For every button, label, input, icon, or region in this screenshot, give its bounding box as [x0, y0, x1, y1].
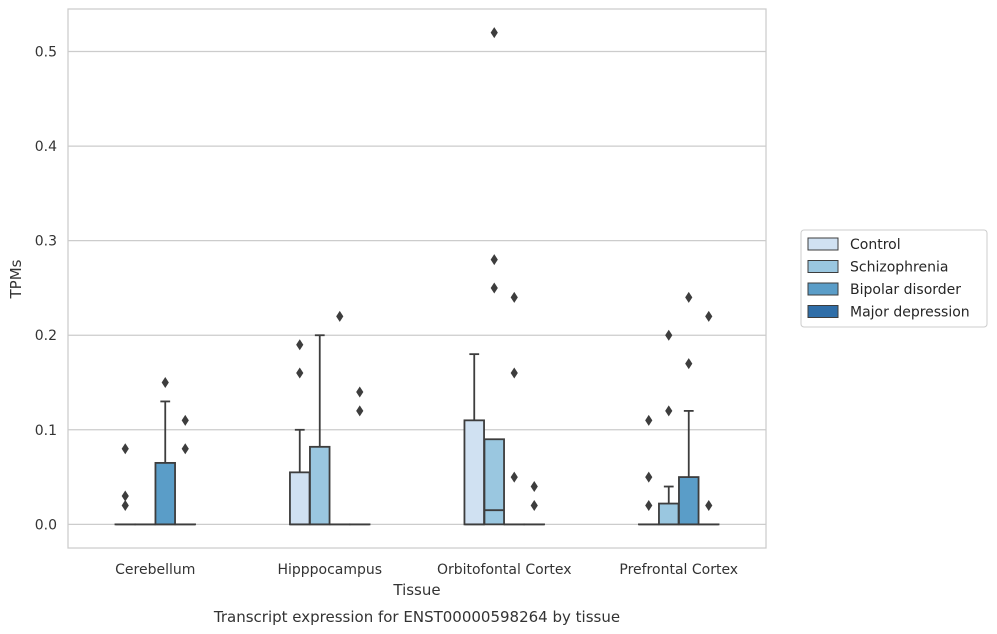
outlier-point	[490, 254, 498, 266]
box-group	[503, 291, 525, 526]
box-group	[309, 334, 331, 526]
plot-frame	[67, 8, 767, 549]
box-plot-area	[114, 27, 720, 526]
box-group	[698, 310, 720, 526]
outlier-point	[645, 499, 653, 511]
box	[678, 476, 700, 526]
outlier-point	[121, 490, 129, 502]
outlier-point	[121, 499, 129, 511]
legend-swatch	[807, 237, 839, 251]
box-group	[658, 329, 680, 526]
box	[154, 461, 176, 526]
outlier-point	[705, 310, 713, 322]
legend-label: Control	[850, 237, 901, 253]
box-group	[349, 386, 371, 526]
grid-lines	[68, 50, 766, 525]
box-group	[638, 414, 660, 526]
outlier-point	[490, 282, 498, 294]
y-tick-label: 0.2	[35, 328, 57, 344]
outlier-point	[296, 367, 304, 379]
y-tick-label: 0.1	[35, 423, 57, 439]
x-tick-label: Cerebellum	[115, 562, 195, 578]
x-axis-label: Tissue	[392, 581, 440, 599]
figure-caption: Transcript expression for ENST0000059826…	[213, 608, 620, 626]
outlier-point	[181, 414, 189, 426]
box-group	[329, 310, 351, 526]
legend-label: Bipolar disorder	[850, 282, 961, 298]
outlier-point	[336, 310, 344, 322]
outlier-point	[665, 329, 673, 341]
box-group	[523, 481, 545, 526]
outlier-point	[530, 481, 538, 493]
box-group	[463, 353, 485, 526]
outlier-point	[356, 405, 364, 417]
box-group	[678, 291, 700, 526]
x-tick-labels: Cerebellum Hipppocampus Orbitofontal Corte…	[115, 562, 738, 578]
y-tick-labels: 0.0 0.1 0.2 0.3 0.4 0.5	[35, 45, 57, 534]
legend-swatch	[807, 282, 839, 296]
y-tick-label: 0.4	[35, 139, 57, 155]
outlier-point	[161, 377, 169, 389]
box	[463, 419, 485, 526]
box-group	[289, 339, 311, 526]
outlier-point	[510, 291, 518, 303]
legend-swatch	[807, 260, 839, 273]
outlier-point	[356, 386, 364, 398]
outlier-point	[645, 414, 653, 426]
outlier-point	[665, 405, 673, 417]
y-tick-label: 0.0	[35, 517, 57, 533]
legend-label: Schizophrenia	[850, 260, 948, 276]
outlier-point	[510, 367, 518, 379]
outlier-point	[296, 339, 304, 351]
box	[289, 471, 311, 526]
box	[483, 438, 505, 526]
legend-label: Major depression	[850, 305, 970, 321]
outlier-point	[705, 499, 713, 511]
outlier-point	[181, 443, 189, 455]
outlier-point	[530, 499, 538, 511]
x-tick-label: Orbitofontal Cortex	[437, 562, 572, 578]
box	[658, 502, 680, 526]
box-group	[114, 443, 136, 526]
y-tick-label: 0.3	[35, 234, 57, 250]
outlier-point	[685, 358, 693, 370]
outlier-point	[510, 471, 518, 483]
box-group	[483, 27, 505, 526]
y-axis-label: TPMs	[7, 259, 25, 299]
outlier-point	[685, 291, 693, 303]
x-tick-label: Prefrontal Cortex	[619, 562, 738, 578]
y-tick-label: 0.5	[35, 45, 57, 61]
legend-frame	[800, 229, 988, 328]
box-group	[174, 414, 196, 526]
x-tick-label: Hipppocampus	[277, 562, 382, 578]
outlier-point	[645, 471, 653, 483]
box	[309, 445, 331, 526]
legend: Control Schizophrenia Bipolar disorder Majo…	[800, 229, 988, 328]
outlier-point	[490, 27, 498, 39]
box-group	[154, 377, 176, 526]
outlier-point	[121, 443, 129, 455]
legend-swatch	[807, 305, 839, 318]
